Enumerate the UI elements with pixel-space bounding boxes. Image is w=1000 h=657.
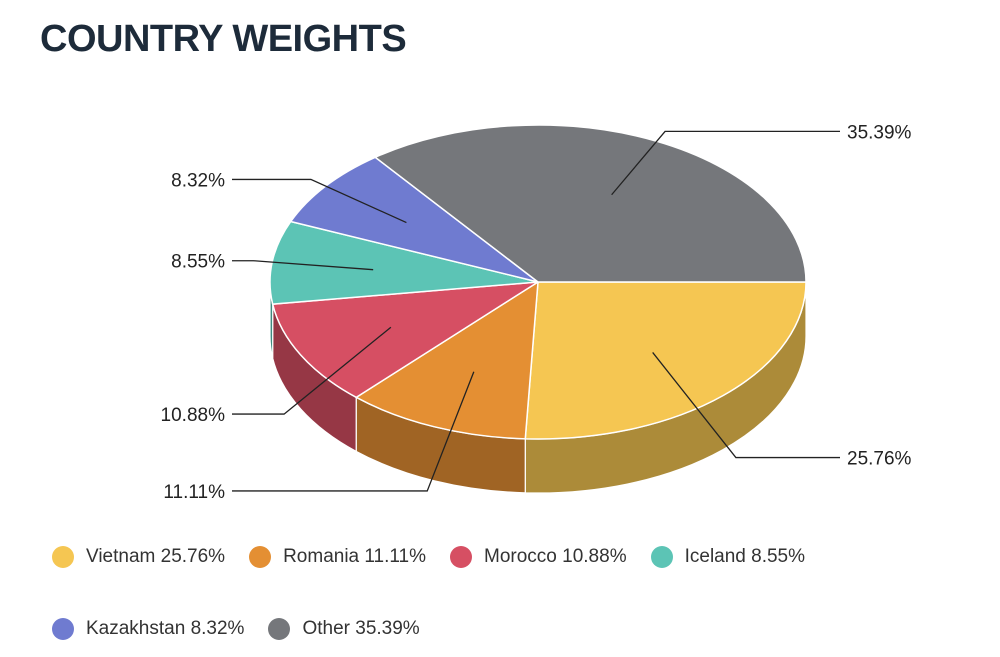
slice-vietnam <box>524 281 807 440</box>
legend-label: Vietnam 25.76% <box>86 546 226 567</box>
legend-item-romania[interactable]: Romania 11.11% <box>249 545 426 569</box>
pie-chart: 25.76% 11.11% 10.88% 8.55% 8.32% 35.39% <box>161 122 912 503</box>
leader-line-kazakhstan <box>232 178 407 224</box>
leader-line-iceland <box>232 260 374 271</box>
leader-line-other <box>611 130 840 196</box>
legend-label: Kazakhstan 8.32% <box>86 618 245 639</box>
chart-title: COUNTRY WEIGHTS <box>40 18 407 60</box>
data-label-romania: 11.11% <box>163 482 225 503</box>
legend-swatch <box>650 546 673 568</box>
legend-item-other[interactable]: Other 35.39% <box>268 617 420 641</box>
legend-swatch <box>249 546 272 568</box>
legend-label: Iceland 8.55% <box>684 546 806 567</box>
pie-sides <box>269 281 807 494</box>
pie-tops <box>269 124 807 440</box>
data-label-iceland: 8.55% <box>171 252 225 273</box>
legend-swatch <box>450 546 473 568</box>
legend: Vietnam 25.76% Romania 11.11% Morocco 10.8… <box>52 545 952 641</box>
legend-item-kazakhstan[interactable]: Kazakhstan 8.32% <box>52 617 244 641</box>
leader-line-vietnam <box>652 352 840 459</box>
legend-swatch <box>52 546 74 568</box>
legend-label: Morocco 10.88% <box>484 546 627 567</box>
data-label-kazakhstan: 8.32% <box>171 170 225 191</box>
legend-swatch <box>268 618 291 640</box>
data-label-morocco: 10.88% <box>161 405 226 426</box>
legend-item-iceland[interactable]: Iceland 8.55% <box>650 545 806 569</box>
data-label-other: 35.39% <box>847 122 912 143</box>
legend-item-morocco[interactable]: Morocco 10.88% <box>450 545 627 569</box>
leader-line-morocco <box>232 326 392 415</box>
data-labels: 25.76% 11.11% 10.88% 8.55% 8.32% 35.39% <box>161 122 912 503</box>
legend-label: Romania 11.11% <box>283 546 427 567</box>
slice-romania <box>354 280 539 440</box>
legend-swatch <box>52 618 74 640</box>
leader-line-romania <box>232 371 475 492</box>
slice-morocco <box>271 281 539 399</box>
legend-item-vietnam[interactable]: Vietnam 25.76% <box>52 545 225 569</box>
leader-lines <box>232 130 840 492</box>
data-label-vietnam: 25.76% <box>847 449 912 470</box>
legend-label: Other 35.39% <box>302 618 420 639</box>
